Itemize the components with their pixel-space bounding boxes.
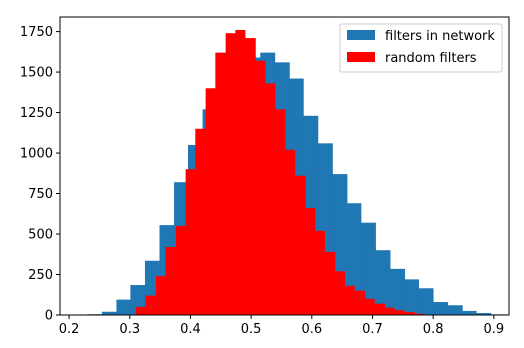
bar-filters-in-network-2 bbox=[116, 299, 131, 315]
bar-random-filters-27 bbox=[404, 312, 415, 315]
bar-random-filters-3 bbox=[165, 246, 177, 315]
legend-label-filters-in-network: filters in network bbox=[385, 29, 495, 44]
bar-random-filters-8 bbox=[215, 52, 227, 315]
bar-random-filters-4 bbox=[175, 225, 186, 315]
legend-label-random-filters: random filters bbox=[385, 51, 477, 66]
bar-random-filters-13 bbox=[265, 83, 276, 316]
bar-random-filters-14 bbox=[274, 109, 286, 315]
bar-filters-in-network-21 bbox=[390, 268, 406, 315]
bar-random-filters-0 bbox=[135, 306, 146, 315]
bar-random-filters-21 bbox=[344, 285, 355, 315]
bar-random-filters-22 bbox=[354, 290, 365, 315]
bar-filters-in-network-23 bbox=[418, 288, 434, 315]
y-tick-label: 0 bbox=[45, 309, 53, 324]
bar-random-filters-6 bbox=[195, 128, 207, 315]
bar-filters-in-network-26 bbox=[462, 310, 477, 315]
bar-random-filters-20 bbox=[334, 271, 345, 315]
bar-random-filters-19 bbox=[324, 251, 336, 315]
bar-random-filters-17 bbox=[305, 208, 316, 315]
bar-random-filters-28 bbox=[414, 313, 425, 315]
bar-random-filters-1 bbox=[145, 295, 157, 315]
legend-box bbox=[339, 23, 503, 73]
y-tick-label: 1250 bbox=[20, 106, 53, 121]
bar-random-filters-7 bbox=[205, 88, 216, 315]
bar-filters-in-network-20 bbox=[375, 250, 391, 315]
y-axis: 0 250 500 750 1000 1250 1500 1750 bbox=[20, 25, 60, 324]
y-tick-label: 250 bbox=[28, 268, 53, 283]
x-tick-label: 0.4 bbox=[180, 322, 201, 337]
x-tick-label: 0.9 bbox=[483, 322, 504, 337]
x-tick-label: 0.7 bbox=[362, 322, 383, 337]
bar-random-filters-25 bbox=[384, 307, 395, 315]
bar-random-filters-10 bbox=[235, 29, 246, 316]
x-tick-label: 0.3 bbox=[119, 322, 140, 337]
x-tick-label: 0.2 bbox=[59, 322, 80, 337]
bar-random-filters-24 bbox=[374, 303, 386, 315]
bar-random-filters-12 bbox=[255, 60, 266, 316]
bars-layer bbox=[87, 29, 506, 316]
plot-frame bbox=[59, 16, 510, 316]
x-axis: 0.2 0.3 0.4 0.5 0.6 0.7 0.8 0.9 bbox=[59, 315, 504, 337]
legend-swatch-random-filters bbox=[347, 52, 375, 62]
bar-filters-in-network-25 bbox=[447, 305, 463, 315]
bar-random-filters-15 bbox=[285, 149, 296, 315]
bar-filters-in-network-1 bbox=[101, 311, 117, 315]
x-tick-label: 0.8 bbox=[423, 322, 444, 337]
x-tick-label: 0.5 bbox=[241, 322, 262, 337]
legend: filters in network random filters bbox=[339, 23, 503, 73]
x-tick-label: 0.6 bbox=[301, 322, 322, 337]
y-tick-label: 750 bbox=[28, 187, 53, 202]
y-tick-label: 1000 bbox=[20, 147, 53, 162]
bar-filters-in-network-27 bbox=[476, 313, 492, 315]
y-tick-label: 1750 bbox=[20, 25, 53, 40]
bar-random-filters-9 bbox=[225, 33, 236, 315]
bar-random-filters-23 bbox=[364, 298, 375, 315]
legend-swatch-filters-in-network bbox=[347, 30, 375, 40]
bar-random-filters-2 bbox=[155, 276, 166, 315]
bar-random-filters-18 bbox=[314, 230, 325, 315]
bar-filters-in-network-24 bbox=[433, 302, 449, 315]
bar-random-filters-26 bbox=[394, 310, 405, 315]
bar-random-filters-5 bbox=[185, 169, 196, 315]
y-tick-label: 1500 bbox=[20, 66, 53, 81]
y-tick-label: 500 bbox=[28, 228, 53, 243]
bar-filters-in-network-22 bbox=[404, 279, 419, 315]
bar-random-filters-11 bbox=[245, 38, 256, 316]
bar-random-filters-16 bbox=[294, 175, 306, 315]
